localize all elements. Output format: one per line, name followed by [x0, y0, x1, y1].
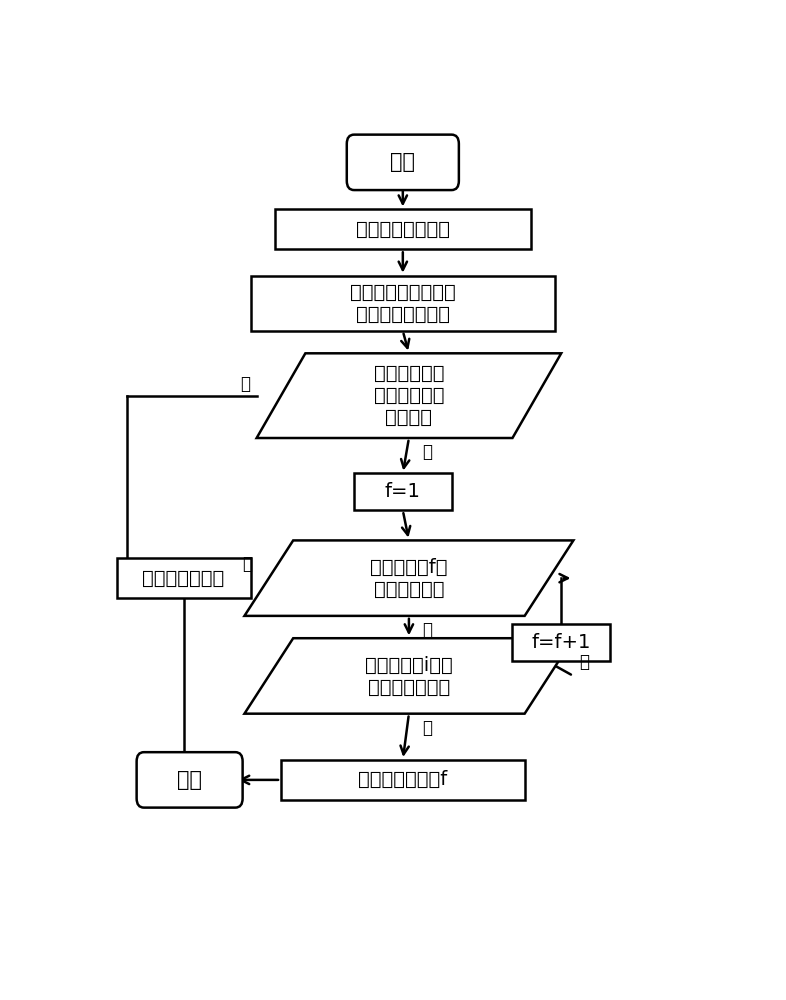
Text: 备选停车场i存在
空置充电车位？: 备选停车场i存在 空置充电车位？ — [365, 655, 453, 696]
Text: 是: 是 — [422, 621, 432, 639]
Text: 收到车主预约数据: 收到车主预约数据 — [356, 220, 450, 239]
Text: 备选停车场f满
足引导条件？: 备选停车场f满 足引导条件？ — [370, 558, 448, 599]
Text: 根据行程结束节点确
定停车场选取排序: 根据行程结束节点确 定停车场选取排序 — [350, 283, 456, 324]
Polygon shape — [257, 353, 561, 438]
Bar — [354, 473, 451, 510]
Text: 接入备选停车场f: 接入备选停车场f — [358, 770, 447, 789]
Bar — [512, 624, 610, 661]
Text: 是: 是 — [241, 375, 251, 393]
Text: 首选停车场是
否存在空置充
电车位？: 首选停车场是 否存在空置充 电车位？ — [373, 364, 444, 427]
Text: 接入备选停车场: 接入备选停车场 — [142, 569, 225, 588]
Bar — [281, 760, 525, 800]
Text: 是: 是 — [422, 719, 432, 737]
Text: f=f+1: f=f+1 — [531, 633, 591, 652]
Bar — [275, 209, 531, 249]
Text: 否: 否 — [243, 555, 252, 573]
FancyBboxPatch shape — [137, 752, 243, 808]
Bar — [116, 558, 251, 598]
Text: f=1: f=1 — [385, 482, 421, 501]
Bar — [251, 276, 555, 331]
FancyBboxPatch shape — [347, 135, 459, 190]
Text: 否: 否 — [579, 653, 590, 671]
Text: 开始: 开始 — [391, 152, 415, 172]
Polygon shape — [244, 540, 574, 616]
Polygon shape — [244, 638, 574, 714]
Text: 结束: 结束 — [177, 770, 202, 790]
Text: 否: 否 — [422, 443, 432, 461]
